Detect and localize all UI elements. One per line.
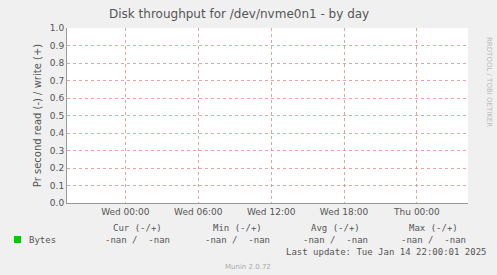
svg-text:0.6: 0.6 <box>50 93 65 103</box>
svg-text:0.5: 0.5 <box>50 111 64 121</box>
svg-text:Thu 00:00: Thu 00:00 <box>393 207 440 217</box>
svg-text:0.0: 0.0 <box>50 198 65 208</box>
svg-text:0.3: 0.3 <box>50 146 64 156</box>
svg-text:Wed 12:00: Wed 12:00 <box>247 207 296 217</box>
svg-text:0.4: 0.4 <box>50 128 65 138</box>
svg-text:Pr second read (-) / write (+): Pr second read (-) / write (+) <box>32 44 43 187</box>
svg-text:Cur (-/+): Cur (-/+) <box>113 223 162 233</box>
svg-text:Munin 2.0.72: Munin 2.0.72 <box>225 263 271 271</box>
svg-text:Last update: Tue Jan 14 22:00:: Last update: Tue Jan 14 22:00:01 2025 <box>286 247 486 257</box>
svg-text:-nan / -nan: -nan / -nan <box>401 235 466 245</box>
svg-text:Wed 18:00: Wed 18:00 <box>320 207 369 217</box>
svg-text:Disk throughput for /dev/nvme0: Disk throughput for /dev/nvme0n1 - by da… <box>109 7 369 21</box>
svg-text:Max (-/+): Max (-/+) <box>409 223 458 233</box>
svg-text:0.7: 0.7 <box>50 76 64 86</box>
svg-text:0.9: 0.9 <box>50 41 65 51</box>
svg-text:Min (-/+): Min (-/+) <box>213 223 262 233</box>
svg-text:Wed 06:00: Wed 06:00 <box>174 207 223 217</box>
svg-text:-nan / -nan: -nan / -nan <box>205 235 270 245</box>
svg-text:0.8: 0.8 <box>50 58 65 68</box>
svg-text:Bytes: Bytes <box>29 235 56 245</box>
svg-text:0.2: 0.2 <box>50 163 64 173</box>
svg-text:Avg (-/+): Avg (-/+) <box>311 223 360 233</box>
svg-text:-nan / -nan: -nan / -nan <box>105 235 170 245</box>
svg-text:Wed 00:00: Wed 00:00 <box>101 207 150 217</box>
svg-text:1.0: 1.0 <box>50 23 65 33</box>
svg-text:RRDTOOL / TOBI OETIKER: RRDTOOL / TOBI OETIKER <box>485 37 493 127</box>
svg-text:-nan / -nan: -nan / -nan <box>303 235 368 245</box>
svg-text:0.1: 0.1 <box>50 181 64 191</box>
